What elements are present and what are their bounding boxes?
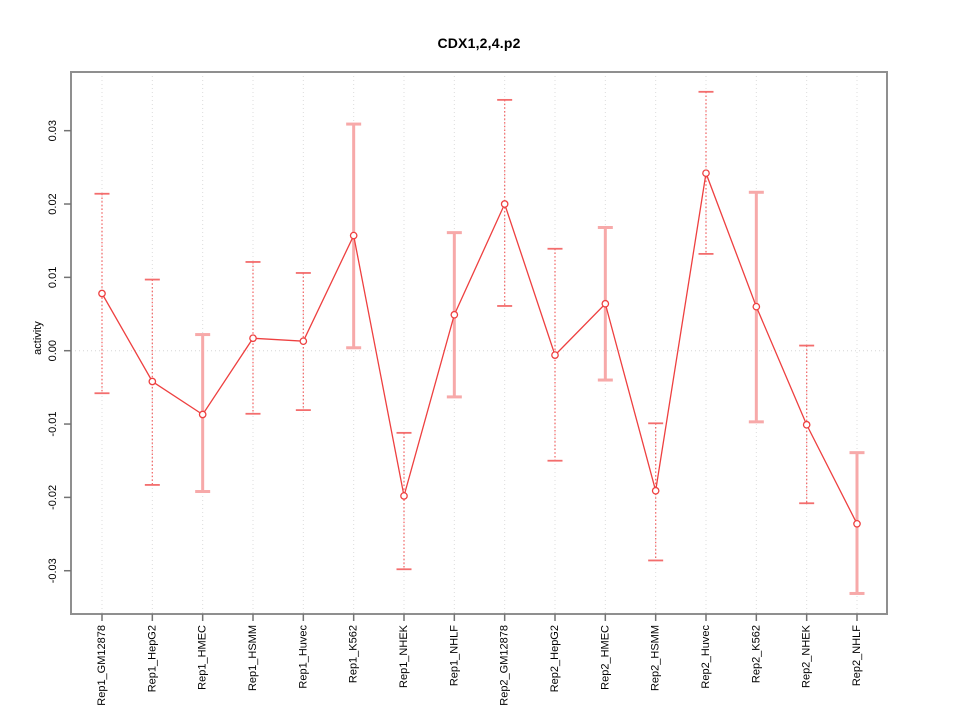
data-point	[551, 351, 559, 359]
data-point	[198, 410, 207, 419]
y-tick-label: 0.00	[47, 340, 59, 361]
x-tick-label: Rep1_NHLF	[448, 625, 460, 686]
x-tick-label: Rep2_Huvec	[700, 625, 712, 689]
data-point	[249, 334, 257, 343]
x-tick-label: Rep2_HSMM	[650, 625, 662, 691]
x-tick-label: Rep2_HMEC	[599, 625, 611, 690]
x-tick-label: Rep2_K562	[750, 625, 762, 683]
x-tick-label: Rep1_K562	[348, 625, 360, 683]
data-point	[853, 519, 861, 528]
chart-title: CDX1,2,4.p2	[437, 35, 521, 51]
data-point	[651, 486, 660, 495]
x-tick-label: Rep1_GM12878	[96, 625, 108, 706]
y-tick-label: 0.03	[47, 120, 59, 141]
x-tick-label: Rep2_NHEK	[801, 624, 813, 688]
y-tick-label: 0.02	[47, 193, 59, 214]
x-tick-label: Rep1_Huvec	[297, 625, 309, 689]
data-point	[98, 289, 106, 298]
plot-box	[70, 71, 888, 615]
series-line	[101, 170, 858, 525]
y-tick-label: -0.03	[47, 558, 59, 583]
data-point	[752, 302, 761, 311]
y-axis-title: activity	[32, 321, 44, 355]
x-tick-label: Rep2_NHLF	[851, 625, 863, 686]
data-point	[349, 231, 358, 240]
x-tick-label: Rep1_HepG2	[146, 625, 158, 692]
data-point	[500, 200, 509, 208]
data-point	[299, 337, 308, 346]
y-tick-label: -0.02	[47, 485, 59, 510]
y-tick-label: 0.01	[47, 267, 59, 288]
data-point	[702, 169, 710, 178]
x-tick-label: Rep1_NHEK	[398, 624, 410, 688]
x-tick-label: Rep2_HepG2	[549, 625, 561, 692]
y-tick-label: -0.01	[47, 412, 59, 437]
data-point	[802, 420, 811, 429]
data-point	[400, 492, 408, 500]
x-tick-label: Rep1_HMEC	[197, 625, 209, 690]
data-point	[601, 299, 610, 308]
data-point	[450, 310, 459, 319]
x-tick-label: Rep2_GM12878	[499, 625, 511, 706]
x-tick-label: Rep1_HSMM	[247, 625, 259, 691]
data-point	[148, 377, 157, 386]
